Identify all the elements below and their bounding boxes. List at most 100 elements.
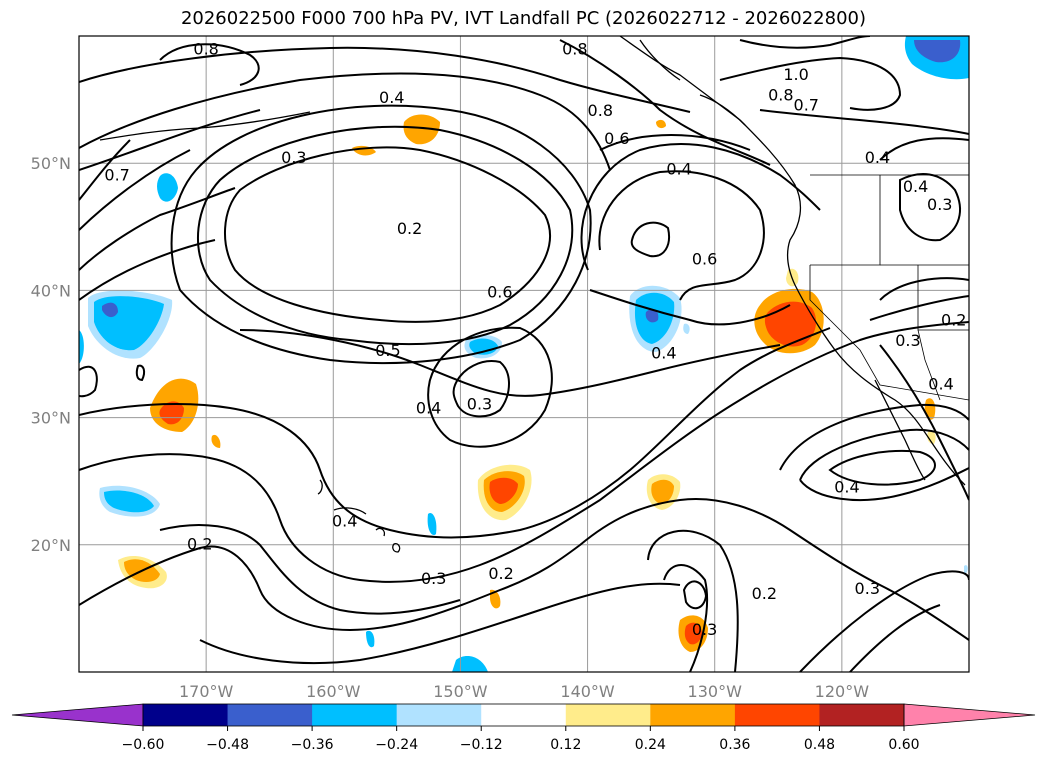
contour-label: 0.2 [187, 535, 212, 554]
contour-line [630, 221, 670, 258]
contour-line [199, 582, 681, 665]
political-borders [809, 174, 969, 401]
contour-label: 1.0 [783, 65, 808, 84]
graticule [79, 36, 969, 672]
contour-label: 0.3 [692, 620, 717, 639]
contour-label: 0.8 [193, 40, 218, 59]
anomaly-patch [366, 630, 375, 648]
contour-line [239, 329, 781, 397]
contour-line [79, 187, 236, 271]
contour-line [170, 104, 592, 365]
colorbar-segment [396, 704, 482, 726]
contour-label: 0.7 [794, 96, 819, 115]
contour-label: 0.8 [588, 101, 613, 120]
lat-tick-label: 40°N [31, 281, 71, 300]
contour-label: 0.4 [865, 148, 890, 167]
anomaly-patch [914, 40, 961, 63]
border [917, 329, 941, 401]
contour-label: 0.4 [903, 177, 928, 196]
coastline [99, 111, 311, 141]
chart-title: 2026022500 F000 700 hPa PV, IVT Landfall… [180, 8, 867, 29]
contour-line [663, 564, 709, 672]
contour-line [580, 143, 821, 271]
map-frame [78, 35, 970, 673]
contour-line [779, 403, 969, 471]
lon-tick-label: 160°W [306, 682, 361, 701]
contour-line [452, 360, 510, 418]
colorbar-tick-label: 0.60 [888, 737, 919, 753]
anomaly-patch [651, 479, 674, 504]
colorbar-tick-label: 0.24 [635, 737, 666, 753]
contour-line [79, 239, 216, 301]
contour-line [869, 295, 969, 321]
contour-label: 0.6 [604, 129, 629, 148]
contour-label: 0.3 [927, 195, 952, 214]
colorbar-extend-high [903, 703, 1036, 727]
colorbar: −0.60 −0.48 −0.36 −0.24 −0.12 0.12 0.24 0.36 0.4… [11, 703, 1036, 753]
colorbar-segment [481, 704, 567, 726]
anomaly-patch [490, 589, 501, 609]
contour-line [79, 327, 831, 539]
lat-tick-label: 30°N [31, 409, 71, 428]
contour-line [224, 146, 551, 323]
anomaly-patch [452, 656, 488, 672]
contour-line [79, 498, 969, 641]
contour-label: 0.8 [562, 40, 587, 59]
colorbar-tick-label: −0.36 [291, 737, 334, 753]
anomaly-patch [159, 401, 184, 425]
lon-tick-label: 130°W [688, 682, 743, 701]
contour-label: 0.6 [487, 283, 512, 302]
contour-line [79, 46, 691, 113]
contour-line [849, 604, 941, 672]
contour-label: 0.2 [752, 584, 777, 603]
anomaly-patch [104, 490, 154, 513]
anomaly-patch [924, 398, 936, 420]
axis-ticks: 20°N 30°N 40°N 50°N 170°W 160°W 150°W 140°W 130°… [31, 154, 870, 701]
anomaly-patch [157, 173, 178, 202]
colorbar-tick-label: 0.36 [719, 737, 750, 753]
contour-label: 0.3 [467, 395, 492, 414]
anomaly-patch [645, 309, 659, 323]
contour-line [159, 524, 461, 615]
contour-line [559, 39, 771, 166]
coastline [874, 379, 926, 481]
contour-label: 0.4 [834, 477, 859, 496]
coastline [619, 36, 966, 486]
contour-line [197, 125, 574, 346]
contour-line [647, 529, 739, 672]
lon-tick-label: 170°W [179, 682, 234, 701]
contour-label: 0.2 [488, 564, 513, 583]
border [810, 175, 881, 266]
contour-line [589, 289, 791, 326]
colorbar-tick-label: −0.48 [206, 737, 249, 753]
contour-label: 0.4 [332, 512, 357, 531]
contour-line [79, 72, 611, 171]
contour-line [682, 580, 708, 610]
colorbar-segment [143, 704, 229, 726]
lat-tick-label: 20°N [31, 536, 71, 555]
contour-label: 0.3 [895, 331, 920, 350]
colorbar-segment [650, 704, 736, 726]
anomaly-patch [656, 119, 666, 129]
anomaly-patch [964, 565, 968, 574]
contour-line [799, 570, 969, 672]
colorbar-tick-label: −0.12 [460, 737, 503, 753]
contour-label: 0.3 [281, 148, 306, 167]
contour-line [598, 170, 765, 301]
anomaly-patch [211, 434, 221, 448]
contour-label: 0.2 [941, 311, 966, 330]
contour-label: 0.3 [855, 579, 880, 598]
coastline [333, 507, 401, 553]
contour-line [879, 344, 969, 501]
coastlines [99, 36, 966, 553]
coastline [317, 479, 323, 495]
lon-tick-label: 150°W [433, 682, 488, 701]
contour-labels: 0.8 0.81.00.80.70.80.40.60.30.7 0.40.40.40… [104, 40, 966, 639]
anomaly-patch [764, 301, 817, 347]
colorbar-tick-label: 0.48 [804, 737, 835, 753]
colorbar-tick-label: 0.12 [550, 737, 581, 753]
contour-label: 0.4 [416, 398, 441, 417]
anomaly-patch [403, 114, 440, 145]
contour-line [427, 326, 553, 448]
